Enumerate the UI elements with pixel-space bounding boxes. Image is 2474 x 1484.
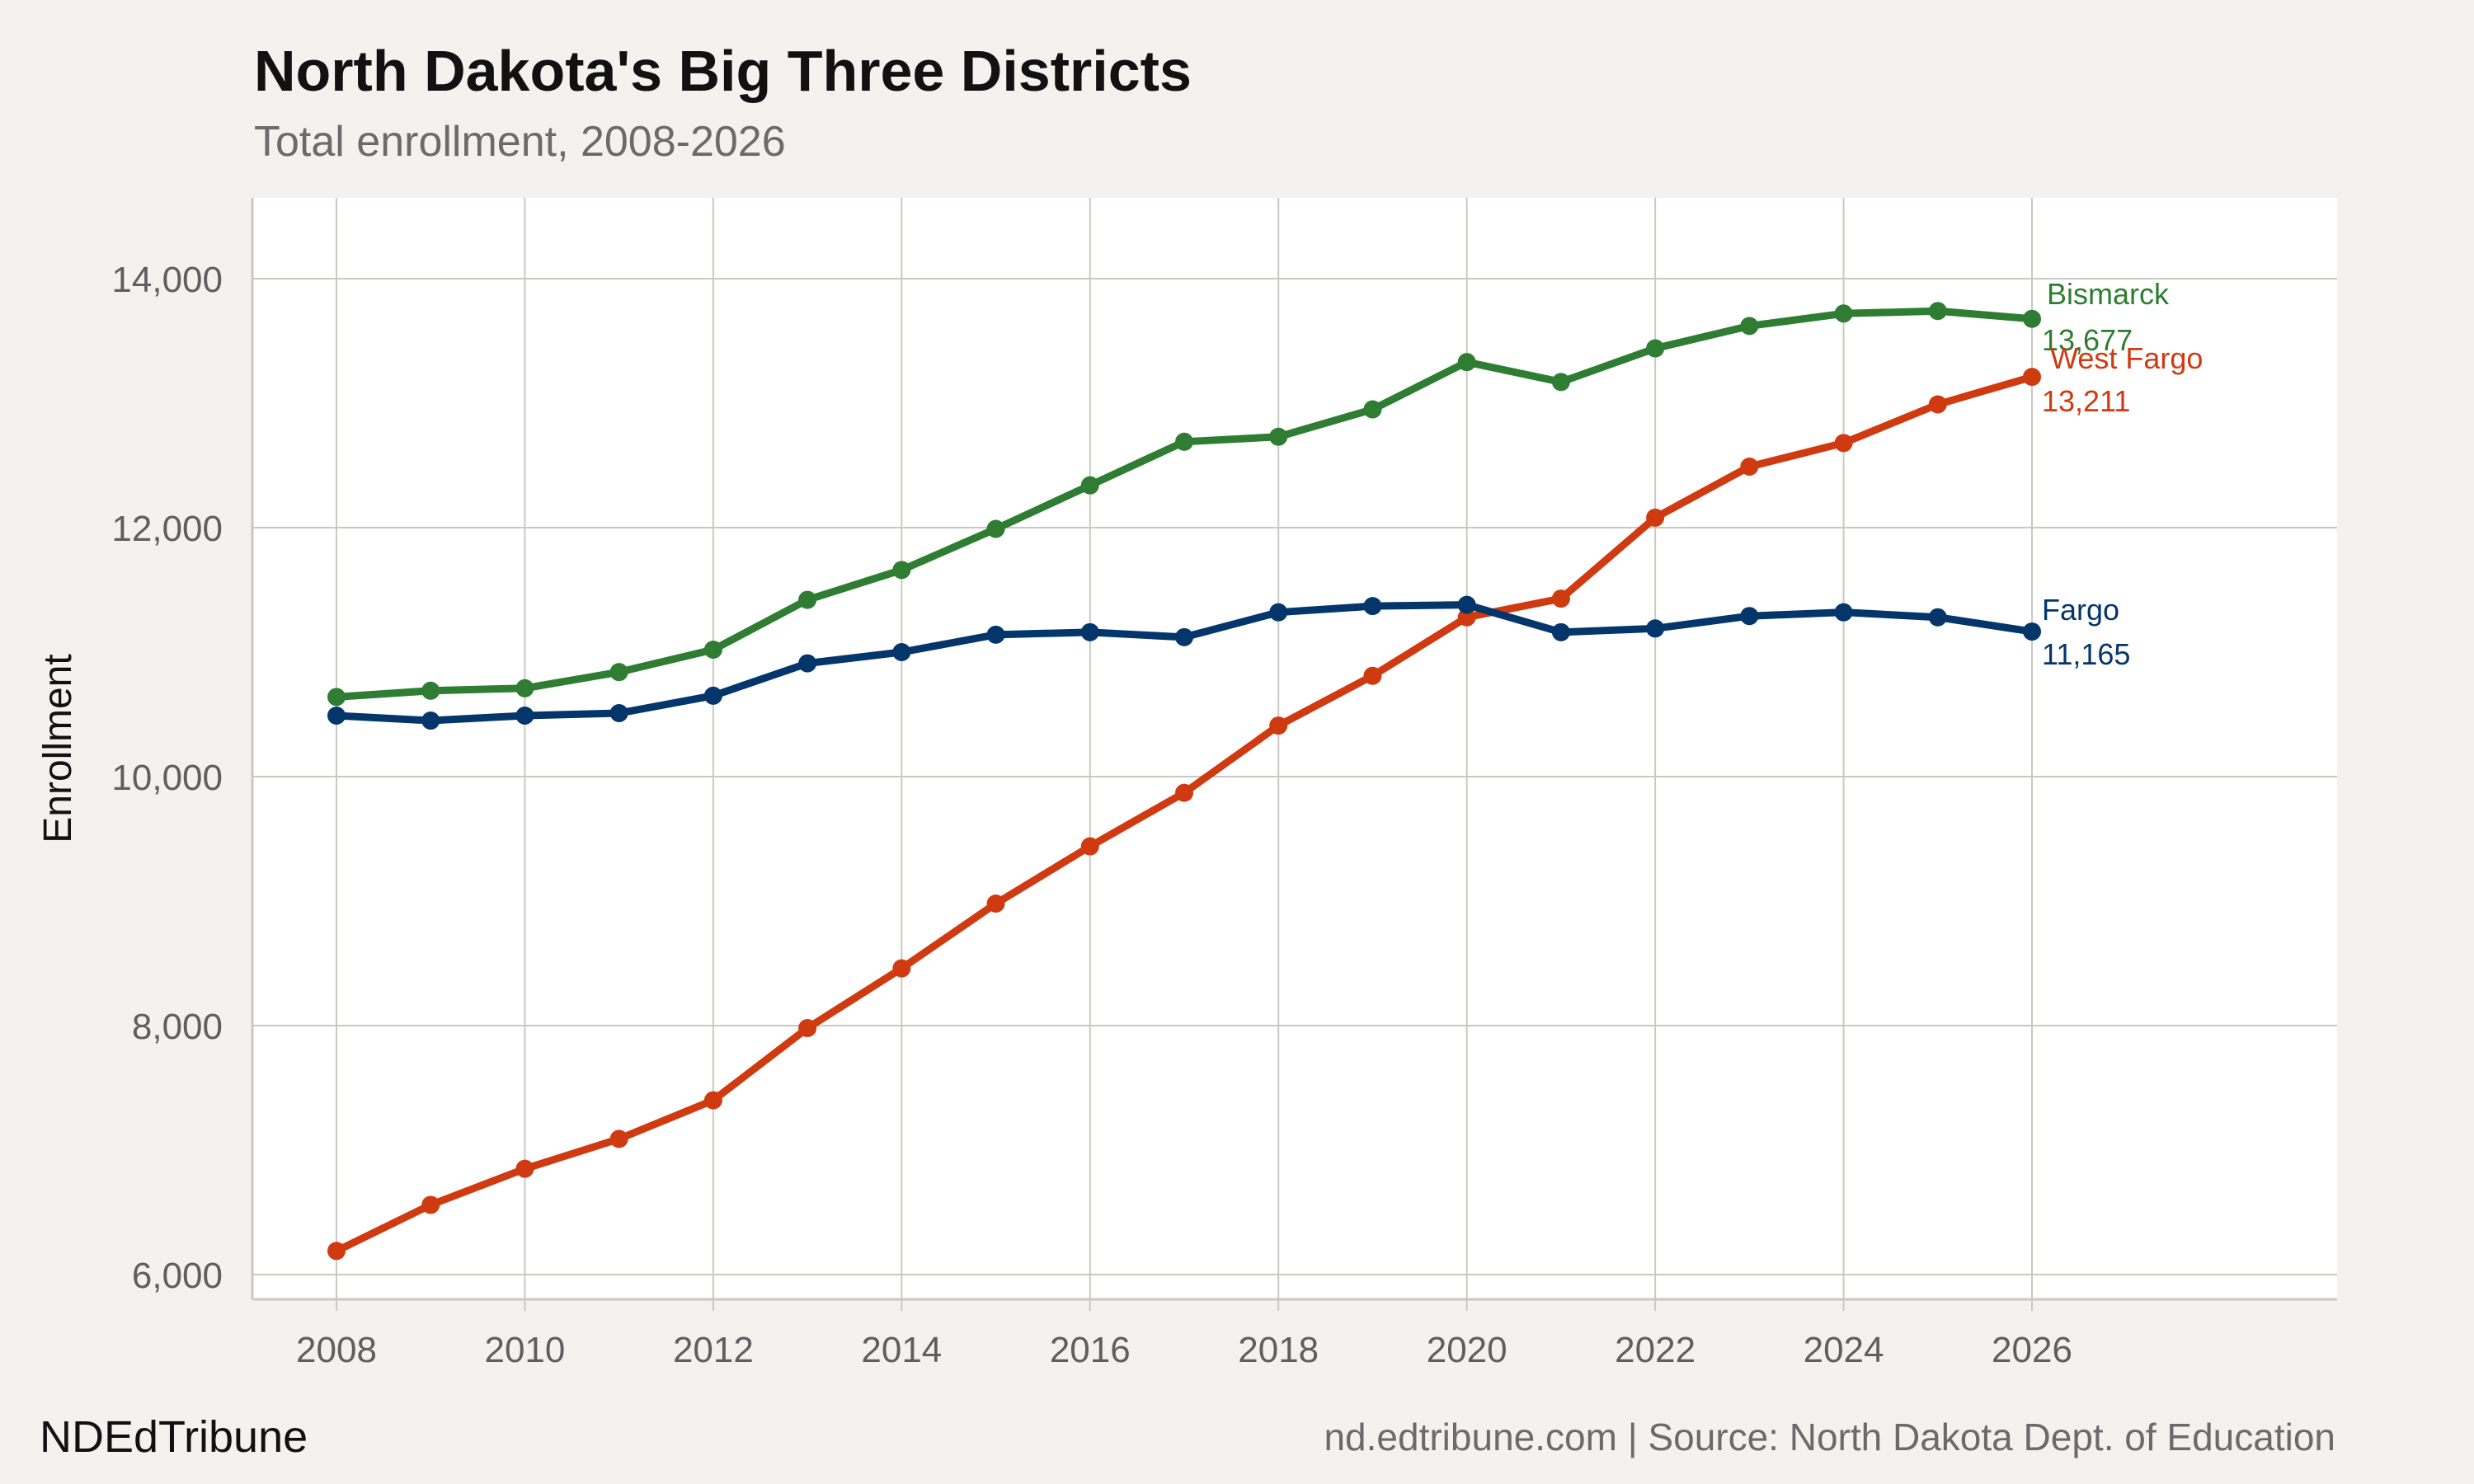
end-label-value-west-fargo: 13,211 [2042,384,2130,418]
data-point-west-fargo [1363,666,1382,685]
data-point-fargo [609,703,628,722]
x-tick-label: 2010 [484,1330,565,1370]
data-point-west-fargo [892,959,911,978]
data-point-bismarck [1269,427,1288,446]
data-point-fargo [1646,619,1665,638]
data-point-fargo [327,707,346,726]
x-tick-label: 2024 [1804,1330,1884,1370]
end-label-name-fargo: Fargo [2042,593,2119,627]
data-point-fargo [515,707,534,726]
data-point-fargo [1551,622,1570,641]
data-point-bismarck [703,640,722,659]
data-point-bismarck [1080,476,1099,495]
data-point-fargo [703,686,722,705]
data-point-bismarck [609,663,628,682]
y-axis-label: Enrollment [36,654,80,843]
data-point-west-fargo [1928,395,1947,414]
data-point-bismarck [1175,432,1193,451]
data-point-bismarck [1363,400,1382,419]
gridlines [252,198,2337,1299]
data-point-west-fargo [327,1242,346,1261]
source-credit: nd.edtribune.com | Source: North Dakota … [1324,1416,2335,1458]
data-point-west-fargo [1551,589,1570,608]
data-point-west-fargo [1080,837,1099,856]
data-point-fargo [986,625,1005,644]
data-point-bismarck [515,679,534,697]
data-point-fargo [421,711,440,730]
data-point-west-fargo [1269,716,1288,735]
y-tick-label: 14,000 [111,260,223,300]
data-point-west-fargo [703,1091,722,1110]
x-tick-label: 2026 [1992,1330,2072,1370]
data-point-bismarck [892,561,911,580]
data-point-bismarck [1928,302,1947,321]
data-point-west-fargo [515,1159,534,1178]
series-lines [327,302,2041,1261]
data-point-west-fargo [2023,368,2041,387]
data-point-fargo [1175,627,1193,646]
x-tick-label: 2014 [861,1330,942,1370]
data-point-fargo [2023,622,2041,641]
data-point-bismarck [421,681,440,700]
y-tick-label: 12,000 [111,509,223,549]
end-label-value-fargo: 11,165 [2042,637,2130,671]
data-point-fargo [1269,603,1288,622]
data-point-fargo [1080,622,1099,641]
data-point-fargo [1928,608,1947,627]
x-tick-label: 2020 [1427,1330,1507,1370]
y-tick-label: 8,000 [132,1007,223,1047]
x-tick-label: 2016 [1050,1330,1131,1370]
data-point-bismarck [1740,317,1759,336]
data-point-west-fargo [609,1129,628,1148]
data-point-west-fargo [986,895,1005,913]
y-tick-label: 6,000 [132,1256,223,1296]
plot-panel [252,198,2337,1299]
data-point-bismarck [1834,304,1853,323]
x-tick-label: 2012 [673,1330,754,1370]
data-point-west-fargo [798,1019,817,1038]
data-point-bismarck [798,590,817,609]
data-point-fargo [1457,595,1476,614]
brand-label: NDEdTribune [40,1412,308,1462]
data-point-west-fargo [1457,608,1476,627]
data-point-west-fargo [1740,458,1759,477]
end-label-name-west-fargo: West Fargo [2050,341,2203,375]
data-point-bismarck [1551,373,1570,392]
end-label-name-bismarck: Bismarck [2047,277,2170,311]
data-point-west-fargo [421,1195,440,1214]
chart-subtitle: Total enrollment, 2008-2026 [254,118,786,166]
data-point-bismarck [1646,339,1665,358]
end-label-value-bismarck: 13,677 [2042,323,2133,357]
data-point-bismarck [2023,309,2041,328]
x-tick-label: 2022 [1615,1330,1696,1370]
y-tick-label: 10,000 [111,758,223,798]
chart-title: North Dakota's Big Three Districts [254,39,1192,103]
data-point-fargo [892,643,911,661]
data-point-west-fargo [1175,783,1193,802]
data-point-west-fargo [1834,434,1853,453]
data-point-fargo [1740,607,1759,626]
data-point-bismarck [327,688,346,707]
x-tick-label: 2018 [1238,1330,1319,1370]
data-point-west-fargo [1646,508,1665,527]
data-point-fargo [798,654,817,673]
data-point-fargo [1363,597,1382,616]
data-point-fargo [1834,603,1853,622]
axes: 6,000 8,000 10,000 12,000 14,000 2008 2010 2012… [111,198,2337,1370]
data-point-bismarck [986,519,1005,538]
data-point-bismarck [1457,353,1476,372]
x-tick-label: 2008 [296,1330,377,1370]
